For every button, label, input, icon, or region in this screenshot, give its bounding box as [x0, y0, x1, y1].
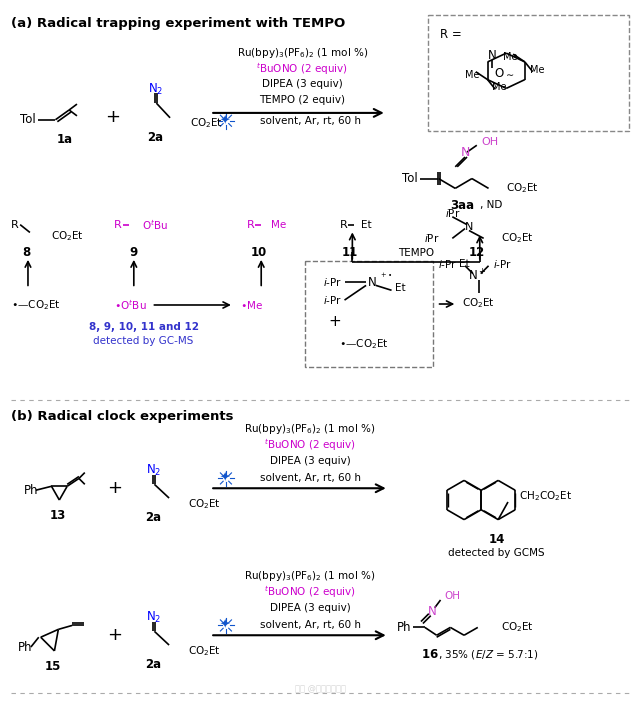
Text: N$^+$: N$^+$ [467, 268, 486, 284]
Text: N: N [488, 49, 497, 62]
Text: 12: 12 [469, 245, 485, 259]
Text: CO$_2$Et: CO$_2$Et [51, 230, 83, 243]
Text: Ru(bpy)$_3$(PF$_6$)$_2$ (1 mol %): Ru(bpy)$_3$(PF$_6$)$_2$ (1 mol %) [244, 569, 376, 583]
Text: Ru(bpy)$_3$(PF$_6$)$_2$ (1 mol %): Ru(bpy)$_3$(PF$_6$)$_2$ (1 mol %) [237, 46, 368, 60]
Text: 1a: 1a [57, 133, 73, 146]
Text: +: + [328, 314, 341, 329]
Text: 14: 14 [488, 532, 504, 546]
Text: (b) Radical clock experiments: (b) Radical clock experiments [12, 410, 234, 423]
Text: $^{+\bullet}$: $^{+\bullet}$ [379, 273, 392, 283]
Text: R: R [114, 220, 122, 230]
Text: CO$_2$Et: CO$_2$Et [188, 497, 221, 511]
Text: Et: Et [395, 284, 406, 293]
Text: N$_2$: N$_2$ [147, 82, 163, 97]
Text: +: + [106, 626, 122, 644]
Text: 知乎 @化学领域示范: 知乎 @化学领域示范 [294, 684, 345, 693]
Text: CO$_2$Et: CO$_2$Et [188, 644, 221, 658]
Text: 9: 9 [129, 245, 138, 259]
Text: solvent, Ar, rt, 60 h: solvent, Ar, rt, 60 h [260, 621, 361, 631]
Text: Tol: Tol [403, 172, 418, 185]
Text: N$_2$: N$_2$ [146, 610, 161, 625]
Text: $^t$BuONO (2 equiv): $^t$BuONO (2 equiv) [256, 61, 348, 77]
Text: OH: OH [444, 591, 460, 601]
Text: 8: 8 [22, 245, 30, 259]
Text: N: N [428, 605, 437, 618]
Text: Me: Me [465, 70, 479, 80]
Text: Me: Me [503, 52, 517, 62]
Text: TEMPO: TEMPO [398, 248, 434, 258]
Text: detected by GC-MS: detected by GC-MS [94, 337, 194, 346]
Text: Ph: Ph [397, 621, 411, 634]
Text: N: N [465, 221, 473, 232]
Text: 2a: 2a [147, 131, 163, 144]
Text: $i$-Pr: $i$-Pr [494, 258, 513, 270]
Text: 2a: 2a [146, 658, 162, 671]
Text: DIPEA (3 equiv): DIPEA (3 equiv) [270, 456, 351, 466]
Bar [428, 15, 629, 131]
Text: CH$_2$CO$_2$Et: CH$_2$CO$_2$Et [519, 489, 572, 503]
Text: OH: OH [481, 137, 499, 147]
Text: detected by GCMS: detected by GCMS [448, 548, 545, 558]
Text: $i$-Pr: $i$-Pr [323, 276, 342, 288]
Text: $\bullet$O$^t$Bu: $\bullet$O$^t$Bu [114, 298, 147, 312]
Text: 2a: 2a [146, 511, 162, 524]
Text: O$^t$Bu: O$^t$Bu [142, 218, 168, 231]
Text: $^t$BuONO (2 equiv): $^t$BuONO (2 equiv) [264, 584, 356, 600]
Text: Et: Et [361, 220, 372, 230]
Text: N: N [460, 146, 470, 158]
Text: 10: 10 [251, 245, 267, 259]
Text: CO$_2$Et: CO$_2$Et [462, 296, 495, 310]
Text: Et: Et [459, 259, 470, 269]
Text: DIPEA (3 equiv): DIPEA (3 equiv) [270, 603, 351, 613]
Text: Me: Me [271, 220, 287, 230]
Text: ✦: ✦ [219, 115, 230, 127]
Text: $\sim$: $\sim$ [504, 68, 515, 78]
Text: (a) Radical trapping experiment with TEMPO: (a) Radical trapping experiment with TEM… [12, 17, 345, 30]
Text: 8, 9, 10, 11 and 12: 8, 9, 10, 11 and 12 [88, 322, 199, 332]
Text: Tol: Tol [20, 113, 36, 127]
Text: ✦: ✦ [219, 472, 230, 485]
Text: R: R [247, 220, 254, 230]
Text: +: + [104, 108, 120, 126]
Text: Me: Me [492, 83, 507, 93]
Text: +: + [106, 479, 122, 497]
Text: , 35% ($E$/$Z$ = 5.7:1): , 35% ($E$/$Z$ = 5.7:1) [438, 648, 538, 661]
Text: N$_2$: N$_2$ [146, 463, 161, 478]
Text: R =: R = [440, 28, 462, 41]
Text: R: R [340, 220, 347, 230]
Bar [305, 261, 433, 367]
Text: Me: Me [529, 65, 544, 75]
Text: $\bullet$—CO$_2$Et: $\bullet$—CO$_2$Et [12, 298, 61, 312]
Text: CO$_2$Et: CO$_2$Et [190, 116, 222, 129]
Text: TEMPO (2 equiv): TEMPO (2 equiv) [260, 95, 345, 105]
Text: solvent, Ar, rt, 60 h: solvent, Ar, rt, 60 h [260, 474, 361, 484]
Text: $\bullet$Me: $\bullet$Me [240, 299, 263, 311]
Text: 15: 15 [44, 660, 61, 673]
Text: Ph: Ph [24, 484, 38, 497]
Text: 13: 13 [49, 509, 65, 522]
Text: Ru(bpy)$_3$(PF$_6$)$_2$ (1 mol %): Ru(bpy)$_3$(PF$_6$)$_2$ (1 mol %) [244, 423, 376, 436]
Text: CO$_2$Et: CO$_2$Et [501, 231, 534, 245]
Text: $i$Pr: $i$Pr [445, 207, 460, 219]
Text: , ND: , ND [479, 200, 502, 210]
Text: $^t$BuONO (2 equiv): $^t$BuONO (2 equiv) [264, 437, 356, 453]
Text: CO$_2$Et: CO$_2$Et [506, 182, 539, 195]
Text: $i$-Pr: $i$-Pr [438, 258, 457, 270]
Text: solvent, Ar, rt, 60 h: solvent, Ar, rt, 60 h [260, 116, 361, 126]
Text: $i$Pr: $i$Pr [424, 233, 440, 245]
Text: Ph: Ph [19, 641, 33, 653]
Text: 11: 11 [341, 245, 358, 259]
Text: DIPEA (3 equiv): DIPEA (3 equiv) [262, 79, 343, 90]
Text: $\bullet$—CO$_2$Et: $\bullet$—CO$_2$Et [339, 337, 389, 351]
Text: $\bf{16}$: $\bf{16}$ [421, 648, 438, 661]
Text: O: O [494, 66, 504, 80]
Text: ✦: ✦ [219, 619, 230, 632]
Text: 3aa: 3aa [451, 199, 474, 211]
Text: N: N [367, 276, 376, 289]
Text: $i$-Pr: $i$-Pr [323, 294, 342, 306]
Text: R: R [12, 220, 19, 230]
Text: CO$_2$Et: CO$_2$Et [501, 621, 534, 634]
